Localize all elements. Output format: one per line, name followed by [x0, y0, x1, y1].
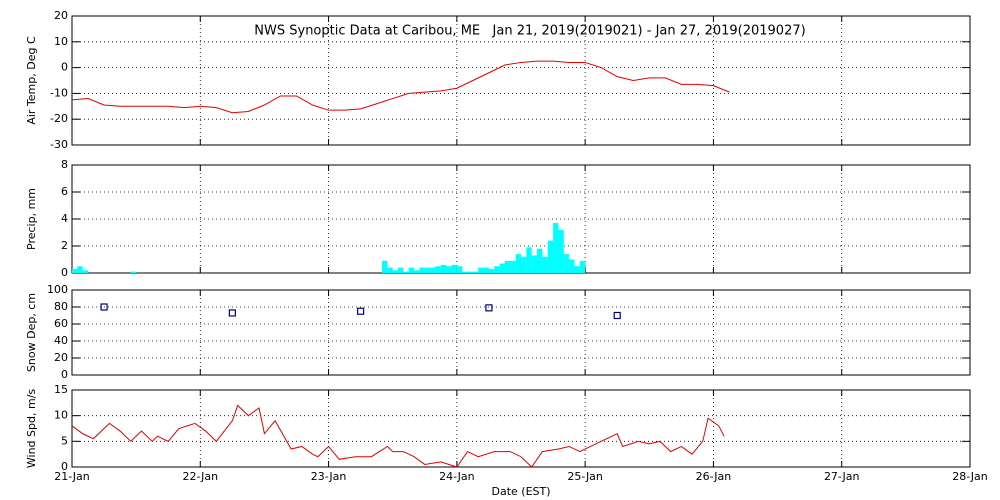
bar — [472, 271, 479, 273]
point — [228, 309, 236, 317]
x-tick-label: 22-Jan — [183, 470, 219, 483]
bar — [579, 260, 586, 273]
bar — [430, 267, 436, 273]
y-tick-label: -10 — [50, 86, 68, 99]
data-line — [71, 60, 730, 114]
bar — [515, 254, 521, 273]
y-tick-label: 100 — [47, 283, 68, 296]
data-line — [71, 404, 725, 468]
point — [613, 311, 621, 320]
bar — [499, 263, 505, 273]
bar — [403, 271, 409, 273]
bar — [387, 267, 393, 273]
y-tick-label: 80 — [54, 300, 68, 313]
bar — [547, 240, 554, 273]
y-tick-label: 8 — [61, 158, 68, 171]
bar — [521, 256, 527, 273]
x-tick-label: 28-Jan — [952, 470, 988, 483]
x-tick-label: 21-Jan — [54, 470, 90, 483]
y-tick-label: -20 — [50, 112, 68, 125]
bar — [72, 268, 78, 273]
y-axis-label: Precip, mm — [25, 188, 38, 250]
bar — [456, 266, 463, 273]
bar — [510, 260, 516, 273]
bar — [382, 260, 388, 273]
bar — [451, 264, 457, 273]
y-tick-label: 0 — [61, 460, 68, 473]
bar — [494, 266, 500, 273]
y-tick-label: 0 — [61, 368, 68, 381]
x-tick-label: 27-Jan — [824, 470, 860, 483]
y-axis-label: Air Temp, Deg C — [25, 36, 38, 125]
bar — [563, 254, 570, 273]
plot-frame — [71, 389, 971, 468]
bar — [478, 267, 484, 273]
bar — [419, 267, 425, 273]
bar — [398, 267, 404, 273]
y-tick-label: 5 — [61, 434, 68, 447]
x-tick-label: 26-Jan — [696, 470, 732, 483]
y-tick-label: 20 — [54, 351, 68, 364]
bar — [483, 267, 489, 273]
x-tick-label: 24-Jan — [439, 470, 475, 483]
y-tick-label: 15 — [54, 383, 68, 396]
bar — [569, 259, 575, 273]
bar — [462, 271, 468, 273]
bar — [414, 270, 420, 273]
chart-title: NWS Synoptic Data at Caribou, ME Jan 21,… — [254, 24, 805, 39]
x-axis-label: Date (EST) — [491, 485, 550, 498]
bar — [531, 255, 538, 273]
y-tick-label: 40 — [54, 334, 68, 347]
bar — [130, 271, 137, 273]
bar — [392, 270, 399, 273]
y-tick-label: 0 — [61, 266, 68, 279]
bar — [446, 266, 452, 273]
bar — [408, 267, 415, 273]
bar — [504, 260, 511, 273]
y-tick-label: -30 — [50, 138, 68, 151]
plot-frame — [71, 15, 971, 146]
x-tick-label: 25-Jan — [567, 470, 603, 483]
bar — [488, 268, 495, 273]
y-tick-label: 20 — [54, 9, 68, 22]
y-axis-label: Snow Dep, cm — [25, 293, 38, 372]
bar — [82, 270, 89, 273]
bar — [553, 223, 559, 273]
bar — [558, 229, 564, 273]
bar — [526, 247, 532, 273]
bar — [424, 267, 431, 273]
bar — [537, 248, 543, 273]
point — [357, 307, 365, 315]
y-tick-label: 0 — [61, 61, 68, 74]
bar — [77, 266, 83, 273]
bar — [467, 271, 473, 273]
bar — [435, 266, 441, 273]
y-tick-label: 4 — [61, 212, 68, 225]
y-tick-label: 10 — [54, 409, 68, 422]
bar — [542, 256, 548, 273]
x-tick-label: 23-Jan — [311, 470, 347, 483]
y-tick-label: 10 — [54, 35, 68, 48]
point — [485, 304, 493, 312]
y-tick-label: 6 — [61, 185, 68, 198]
y-tick-label: 2 — [61, 239, 68, 252]
point — [100, 303, 108, 311]
plot-frame — [71, 289, 971, 376]
bar — [574, 266, 580, 273]
y-tick-label: 60 — [54, 317, 68, 330]
y-axis-label: Wind Spd, m/s — [25, 389, 38, 469]
bar — [440, 264, 447, 273]
